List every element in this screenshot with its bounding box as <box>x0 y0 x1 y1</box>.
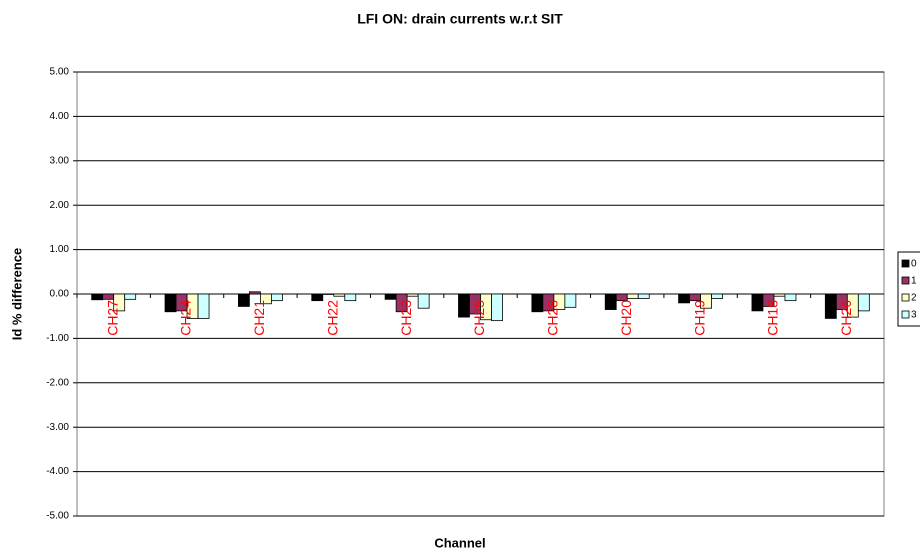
legend-swatch <box>901 259 910 268</box>
bar <box>615 293 628 302</box>
legend-swatch <box>901 310 910 319</box>
x-tick-label: CH27 <box>104 300 120 336</box>
x-tick-label: CH28 <box>545 300 561 336</box>
bar <box>417 293 430 309</box>
bar <box>824 293 837 319</box>
y-tick-label: -1.00 <box>46 333 69 344</box>
bar <box>406 293 419 297</box>
bar <box>491 293 503 322</box>
y-tick-label: -3.00 <box>46 422 69 433</box>
x-tick-label: CH19 <box>691 300 707 336</box>
x-tick-label: CH22 <box>324 300 340 336</box>
y-tick-label: 2.00 <box>50 200 70 211</box>
bar <box>626 293 639 299</box>
bar <box>637 293 650 299</box>
legend-label: 1 <box>911 276 917 287</box>
bar <box>762 293 775 307</box>
chart-title: LFI ON: drain currents w.r.t SIT <box>357 11 563 27</box>
bar <box>395 293 408 313</box>
bar <box>124 293 137 300</box>
bar <box>91 293 104 301</box>
legend-label: 2 <box>911 293 917 304</box>
bar <box>700 293 712 309</box>
bar <box>311 293 324 302</box>
bar <box>751 293 764 312</box>
bar <box>333 293 346 297</box>
bar <box>197 293 210 319</box>
y-tick-label: 3.00 <box>50 155 70 166</box>
bar <box>113 293 126 312</box>
y-tick-label: -4.00 <box>46 466 69 477</box>
legend-label: 3 <box>911 310 917 321</box>
y-tick-label: 1.00 <box>50 244 70 255</box>
bar <box>164 293 177 313</box>
bar <box>564 293 577 308</box>
x-tick-label: CH21 <box>251 300 267 336</box>
y-tick-label: 4.00 <box>50 111 70 122</box>
x-tick-label: CH23 <box>398 300 414 336</box>
y-tick-label: -2.00 <box>46 377 69 388</box>
y-tick-label: 0.00 <box>50 289 70 300</box>
bar <box>237 293 250 307</box>
bar <box>689 293 701 302</box>
x-tick-label: CH20 <box>618 300 634 336</box>
bar <box>384 293 397 300</box>
x-tick-label: CH26 <box>838 300 854 336</box>
bar <box>604 293 617 310</box>
x-tick-label: CH24 <box>178 300 194 336</box>
legend-swatch <box>901 293 910 302</box>
bar <box>102 293 115 300</box>
bar <box>458 293 470 318</box>
x-axis-label: Channel <box>434 535 485 550</box>
x-tick-label: CH18 <box>765 300 781 336</box>
y-tick-label: 5.00 <box>50 67 70 78</box>
bar <box>711 293 724 299</box>
bar <box>678 293 690 304</box>
legend-label: 0 <box>911 259 917 270</box>
bar <box>857 293 870 312</box>
bar <box>784 293 797 302</box>
bar <box>531 293 544 313</box>
bar <box>271 293 283 302</box>
bar <box>249 291 261 295</box>
bar <box>344 293 357 302</box>
legend-swatch <box>901 276 910 285</box>
y-axis-label: Id % difference <box>9 248 24 340</box>
legend-box <box>897 251 920 327</box>
y-tick-label: -5.00 <box>46 511 69 522</box>
x-tick-label: CH25 <box>471 300 487 336</box>
bar <box>773 293 786 297</box>
